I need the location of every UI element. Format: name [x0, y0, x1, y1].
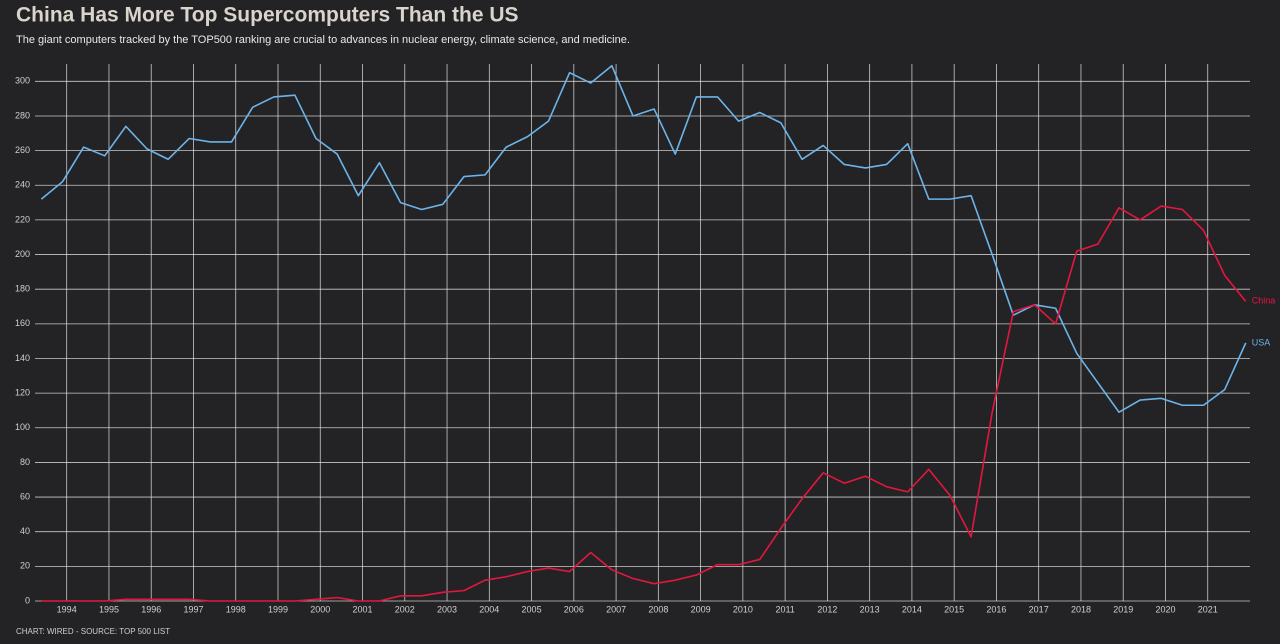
x-tick-label: 2016: [986, 604, 1006, 614]
y-tick-label: 40: [20, 526, 30, 536]
series-line: [41, 205, 1247, 602]
y-tick-label: 260: [15, 145, 30, 155]
y-tick-label: 160: [15, 318, 30, 328]
x-tick-label: 2003: [437, 604, 457, 614]
x-tick-label: 2006: [564, 604, 584, 614]
x-tick-label: 2007: [606, 604, 626, 614]
x-tick-label: 2005: [522, 604, 542, 614]
x-tick-label: 1998: [226, 604, 246, 614]
y-tick-label: 140: [15, 353, 30, 363]
x-tick-label: 2002: [395, 604, 415, 614]
x-tick-label: 1995: [99, 604, 119, 614]
x-tick-label: 2014: [902, 604, 922, 614]
x-tick-label: 2018: [1071, 604, 1091, 614]
x-tick-label: 2013: [860, 604, 880, 614]
grid: 0 20 40 60 80 100 120 140 160 180 200 220 240 260 280 3…: [15, 64, 1250, 614]
source-note: CHART: WIRED - SOURCE: TOP 500 LIST: [16, 627, 170, 636]
y-tick-label: 60: [20, 491, 30, 501]
x-tick-label: 2012: [817, 604, 837, 614]
x-tick-label: 2009: [691, 604, 711, 614]
x-tick-label: 1997: [183, 604, 203, 614]
y-tick-label: 20: [20, 561, 30, 571]
x-tick-label: 2000: [310, 604, 330, 614]
lines: USA China: [40, 64, 1276, 602]
x-tick-label: 2008: [648, 604, 668, 614]
x-tick-label: 1996: [141, 604, 161, 614]
series-label: China: [1252, 296, 1276, 306]
y-tick-label: 220: [15, 214, 30, 224]
x-tick-label: 1999: [268, 604, 288, 614]
x-tick-label: 2015: [944, 604, 964, 614]
chart-title: China Has More Top Supercomputers Than t…: [16, 4, 519, 27]
x-tick-label: 2020: [1155, 604, 1175, 614]
y-tick-label: 180: [15, 284, 30, 294]
y-tick-label: 0: [25, 595, 30, 605]
y-tick-label: 280: [15, 110, 30, 120]
chart-subtitle: The giant computers tracked by the TOP50…: [16, 34, 630, 46]
x-tick-label: 2001: [353, 604, 373, 614]
x-tick-label: 2019: [1113, 604, 1133, 614]
y-tick-label: 300: [15, 76, 30, 86]
series-label: USA: [1252, 337, 1271, 347]
x-tick-label: 2021: [1198, 604, 1218, 614]
x-tick-label: 2017: [1029, 604, 1049, 614]
series-line: [40, 64, 1247, 413]
y-tick-label: 80: [20, 457, 30, 467]
x-tick-label: 2011: [775, 604, 794, 614]
y-tick-label: 100: [15, 422, 30, 432]
y-tick-label: 240: [15, 180, 30, 190]
x-tick-label: 1994: [57, 604, 77, 614]
x-tick-label: 2010: [733, 604, 753, 614]
y-tick-label: 200: [15, 249, 30, 259]
y-tick-label: 120: [15, 388, 30, 398]
x-tick-label: 2004: [479, 604, 499, 614]
